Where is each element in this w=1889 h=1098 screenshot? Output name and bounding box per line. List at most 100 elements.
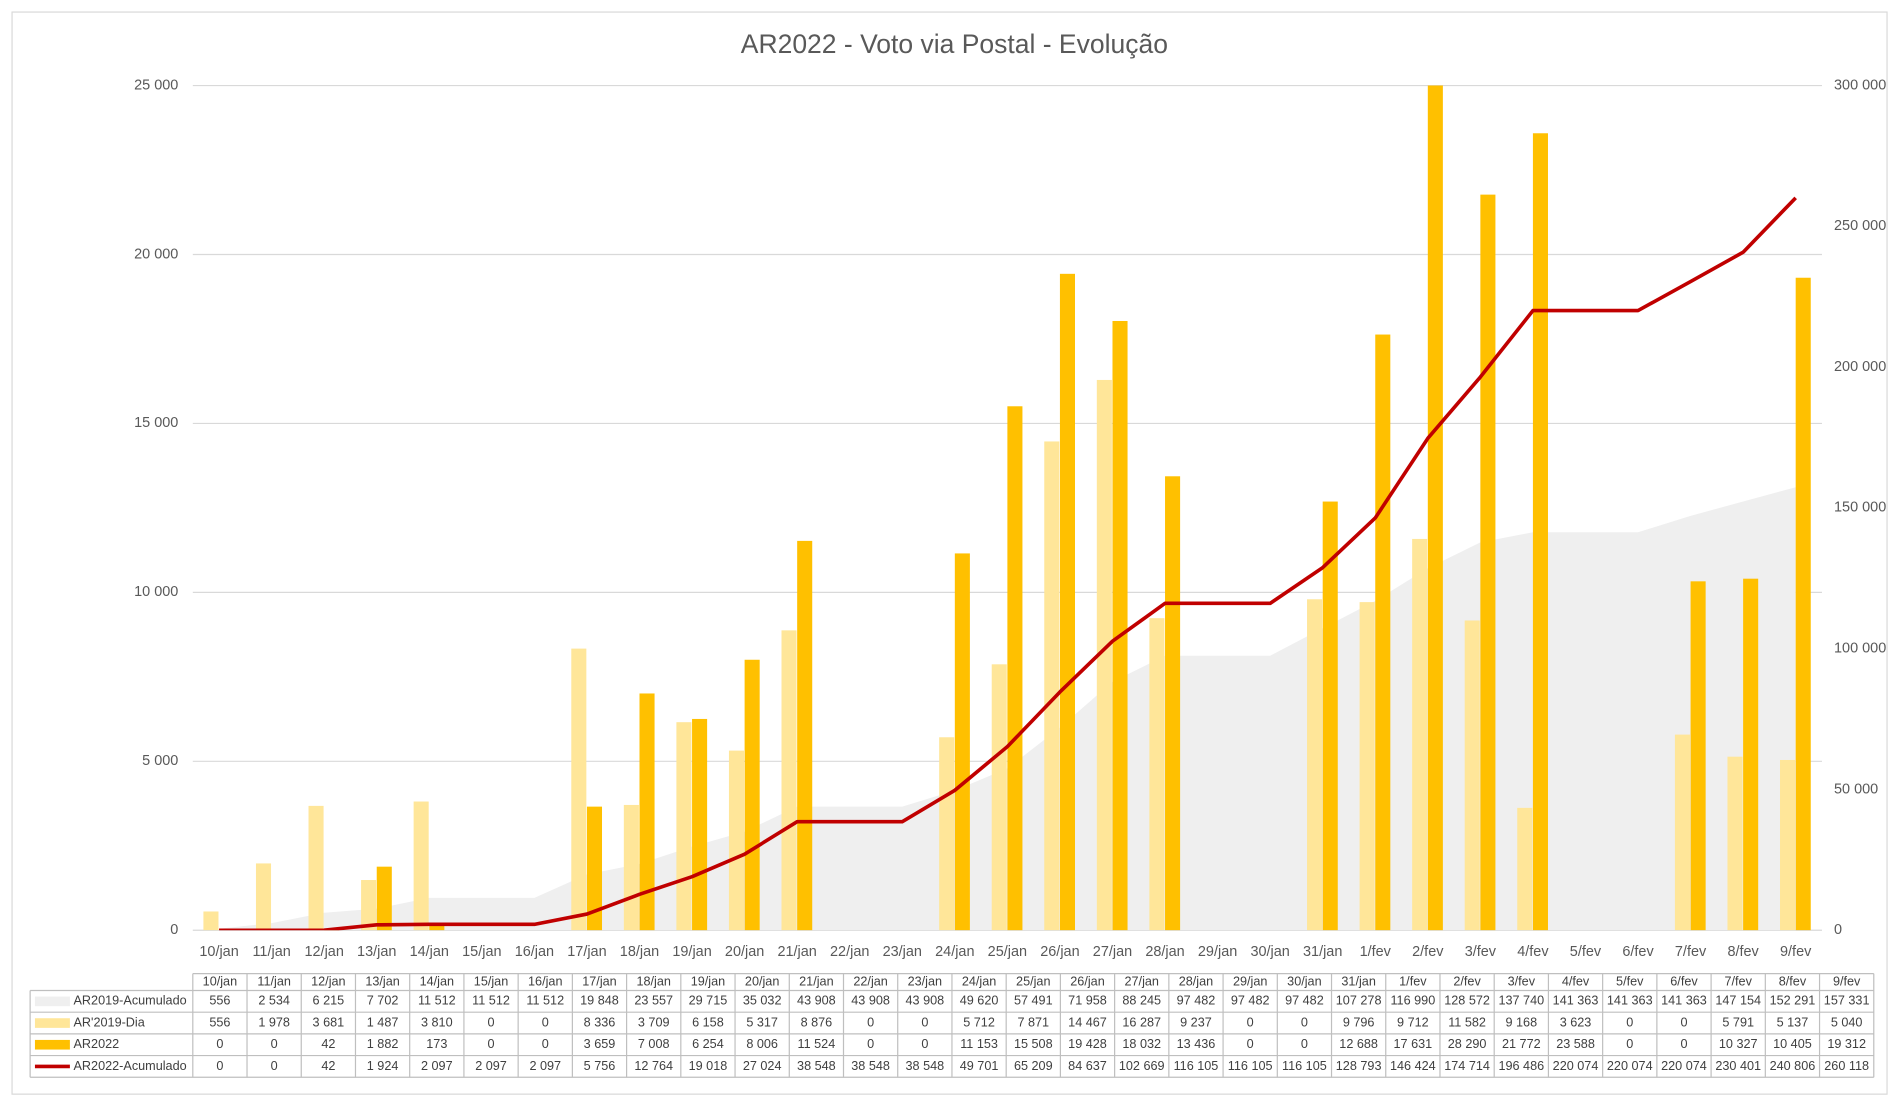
table-cell: 43 908 <box>797 994 836 1008</box>
table-cell: 6 254 <box>692 1037 724 1051</box>
bar <box>1532 133 1548 931</box>
bar <box>781 630 797 931</box>
bar <box>1743 578 1759 931</box>
bar <box>1464 620 1480 931</box>
table-cell: 0 <box>1626 1037 1633 1051</box>
bar <box>1727 756 1743 931</box>
table-cell: 35 032 <box>743 994 782 1008</box>
table-cell: 146 424 <box>1390 1059 1436 1073</box>
table-cell: 0 <box>488 1015 495 1029</box>
x-tick-label: 5/fev <box>1570 944 1602 960</box>
table-cell: 13 436 <box>1177 1037 1216 1051</box>
x-tick-label: 1/fev <box>1360 944 1392 960</box>
table-header: 28/jan <box>1179 974 1213 988</box>
table-header: 5/fev <box>1616 974 1644 988</box>
bar <box>571 648 587 931</box>
table-cell: 0 <box>867 1037 874 1051</box>
table-header: 11/jan <box>257 974 291 988</box>
table-cell: 5 040 <box>1831 1015 1863 1029</box>
table-header: 30/jan <box>1287 974 1321 988</box>
table-cell: 27 024 <box>743 1059 782 1073</box>
table-cell: 18 032 <box>1122 1037 1161 1051</box>
table-header: 13/jan <box>365 974 399 988</box>
x-tick-label: 31/jan <box>1303 944 1342 960</box>
table-cell: 116 105 <box>1174 1059 1219 1073</box>
legend-label: AR2022-Acumulado <box>74 1059 187 1073</box>
y-tick-label: 10 000 <box>134 584 178 600</box>
table-header: 8/fev <box>1779 974 1807 988</box>
table-cell: 42 <box>321 1037 335 1051</box>
table-cell: 12 764 <box>634 1059 673 1073</box>
x-tick-label: 18/jan <box>620 944 659 960</box>
table-cell: 141 363 <box>1661 994 1707 1008</box>
table-cell: 220 074 <box>1661 1059 1707 1073</box>
plot-area <box>203 85 1811 931</box>
bar <box>1165 476 1181 931</box>
table-cell: 3 659 <box>584 1037 616 1051</box>
x-tick-label: 27/jan <box>1093 944 1132 960</box>
table-cell: 5 137 <box>1777 1015 1809 1029</box>
table-cell: 220 074 <box>1607 1059 1653 1073</box>
x-tick-label: 14/jan <box>410 944 449 960</box>
axes: 0 5 000 10 000 15 000 20 000 25 000 0 50 000 100… <box>134 77 1886 959</box>
table-cell: 1 924 <box>367 1059 399 1073</box>
table-cell: 240 806 <box>1770 1059 1816 1073</box>
table-cell: 1 487 <box>367 1015 399 1029</box>
y2-tick-label: 150 000 <box>1834 500 1886 516</box>
x-tick-label: 25/jan <box>988 944 1027 960</box>
table-cell: 5 712 <box>963 1015 995 1029</box>
table-cell: 116 105 <box>1282 1059 1327 1073</box>
table-cell: 16 287 <box>1122 1015 1161 1029</box>
chart-title: AR2022 - Voto via Postal - Evolução <box>741 29 1168 59</box>
table-header: 2/fev <box>1453 974 1481 988</box>
table-cell: 57 491 <box>1014 994 1053 1008</box>
x-tick-label: 12/jan <box>304 944 343 960</box>
x-tick-label: 9/fev <box>1780 944 1812 960</box>
table-header: 31/jan <box>1341 974 1375 988</box>
table-cell: 7 871 <box>1017 1015 1049 1029</box>
table-cell: 230 401 <box>1715 1059 1761 1073</box>
table-header: 12/jan <box>311 974 345 988</box>
table-cell: 0 <box>216 1037 223 1051</box>
bar <box>1359 602 1375 931</box>
bar <box>1795 277 1811 931</box>
x-tick-label: 22/jan <box>830 944 869 960</box>
table-cell: 196 486 <box>1498 1059 1544 1073</box>
table-cell: 556 <box>209 1015 230 1029</box>
table-header: 18/jan <box>636 974 670 988</box>
table-cell: 147 154 <box>1715 994 1761 1008</box>
x-tick-label: 10/jan <box>199 944 238 960</box>
table-header: 27/jan <box>1125 974 1159 988</box>
bar <box>1112 320 1128 931</box>
table-cell: 6 215 <box>313 994 345 1008</box>
y-tick-label: 5 000 <box>142 753 178 769</box>
table-cell: 0 <box>271 1037 278 1051</box>
table-header: 3/fev <box>1508 974 1536 988</box>
table-cell: 97 482 <box>1231 994 1270 1008</box>
table-cell: 141 363 <box>1553 994 1599 1008</box>
chart-body: AR2022 - Voto via Postal - Evolução 0 5 0… <box>11 11 1888 1095</box>
table-cell: 107 278 <box>1336 994 1382 1008</box>
x-tick-label: 8/fev <box>1727 944 1759 960</box>
table-cell: 0 <box>271 1059 278 1073</box>
table-cell: 12 688 <box>1339 1037 1378 1051</box>
x-tick-label: 7/fev <box>1675 944 1707 960</box>
x-tick-label: 11/jan <box>252 944 290 960</box>
table-cell: 6 158 <box>692 1015 724 1029</box>
table-header: 14/jan <box>420 974 454 988</box>
bar <box>639 693 655 931</box>
y-tick-label: 15 000 <box>134 415 178 431</box>
y2-tick-label: 250 000 <box>1834 218 1886 234</box>
x-tick-label: 3/fev <box>1465 944 1497 960</box>
y2-tick-label: 0 <box>1834 922 1842 938</box>
legend-key <box>34 1018 70 1028</box>
table-cell: 2 097 <box>475 1059 507 1073</box>
bar <box>1427 85 1443 931</box>
table-cell: 3 681 <box>313 1015 345 1029</box>
table-cell: 0 <box>1247 1015 1254 1029</box>
table-cell: 0 <box>1626 1015 1633 1029</box>
table-cell: 14 467 <box>1068 1015 1107 1029</box>
table-cell: 9 237 <box>1180 1015 1212 1029</box>
table-cell: 2 097 <box>421 1059 453 1073</box>
table-cell: 10 327 <box>1719 1037 1758 1051</box>
